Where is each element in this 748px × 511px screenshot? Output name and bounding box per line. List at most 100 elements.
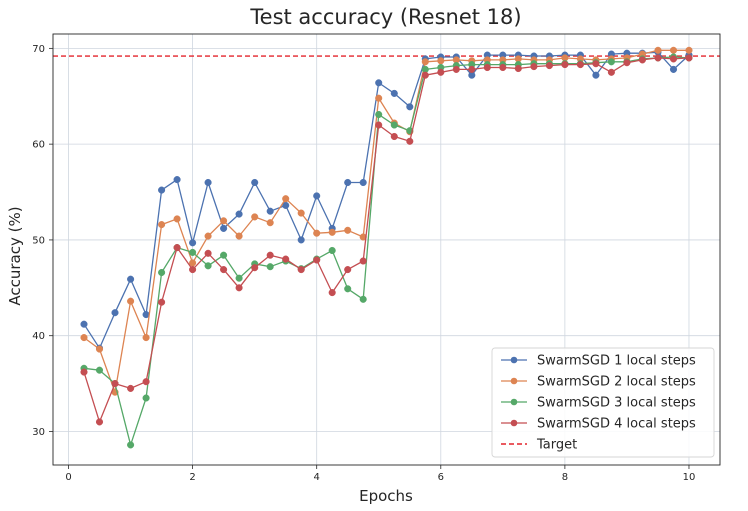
series-2-point: [173, 215, 181, 223]
series-1-point: [204, 178, 212, 187]
legend-label: SwarmSGD 3 local steps: [537, 396, 696, 411]
series-2-line: [83, 49, 689, 393]
series-1-point: [313, 192, 321, 200]
series-2-point: [685, 46, 693, 54]
series-3-point: [328, 246, 336, 255]
series-3-point: [266, 263, 274, 271]
plot-frame: [52, 33, 721, 466]
series-3-point: [375, 110, 383, 119]
series-4-point: [468, 65, 476, 73]
series-3-point: [390, 121, 398, 129]
series-2-point: [344, 226, 352, 234]
tick-layer: 0 2 4 6 8 10 30 40 50 60 70: [32, 44, 695, 483]
series-4-point: [545, 62, 553, 70]
series-4-point: [251, 264, 259, 272]
series-1-point: [80, 320, 88, 328]
series-4: [80, 54, 693, 426]
series-1-point: [297, 236, 305, 244]
x-axis-label: Epochs: [359, 487, 413, 505]
series-4-point: [390, 132, 398, 141]
series-4-point: [406, 137, 414, 145]
series-4-point: [375, 121, 383, 129]
series-2-point: [375, 94, 383, 102]
series-4-point: [111, 380, 119, 388]
series-3-point: [95, 366, 104, 374]
series-4-point: [499, 63, 507, 72]
series-1-line: [83, 51, 690, 349]
series-1-point: [669, 65, 678, 73]
series-4-point: [592, 60, 600, 68]
series-2-point: [80, 334, 88, 342]
legend-swatch-marker: [510, 419, 518, 427]
series-1-point: [359, 178, 367, 187]
chart-title: Test accuracy (Resnet 18): [249, 5, 521, 29]
series-4-point: [421, 71, 429, 79]
series-1-point: [189, 239, 197, 247]
series-2-point: [313, 229, 321, 237]
y-tick-label: 60: [32, 140, 45, 151]
series-4-point: [95, 418, 104, 426]
series-3-point: [359, 295, 367, 303]
series-3-point: [158, 268, 166, 277]
series-4-point: [359, 257, 367, 265]
x-tick-label: 10: [683, 472, 696, 483]
series-1: [80, 48, 693, 352]
legend-label: SwarmSGD 4 local steps: [537, 417, 696, 432]
series-2-point: [654, 46, 662, 54]
series-4-point: [297, 266, 305, 274]
x-tick-label: 8: [562, 472, 568, 483]
series-1-point: [390, 89, 398, 97]
series-2-point: [127, 297, 135, 305]
series-4-point: [127, 384, 135, 392]
series-3-point: [204, 262, 212, 270]
y-tick-label: 40: [32, 331, 45, 342]
series-4-point: [235, 284, 243, 292]
x-tick-label: 2: [189, 472, 195, 483]
series-1-point: [251, 178, 259, 187]
legend-swatch-marker: [510, 377, 518, 385]
series-4-point: [266, 251, 274, 259]
series-2-point: [95, 345, 104, 353]
series-4-point: [204, 249, 212, 257]
legend-swatch-marker: [510, 356, 518, 364]
series-2-point: [235, 232, 243, 240]
series-4-point: [437, 68, 445, 76]
series-2-point: [266, 219, 274, 227]
series-4-point: [669, 55, 678, 63]
legend-entry: SwarmSGD 2 local steps: [501, 375, 696, 390]
series-3-point: [344, 285, 352, 293]
series-2-point: [421, 58, 429, 66]
series-3-point: [220, 251, 228, 259]
series-4-point: [282, 255, 290, 263]
series-4-point: [561, 61, 569, 69]
series-4-point: [576, 61, 584, 69]
series-1-point: [266, 207, 274, 215]
series-4-point: [483, 63, 491, 72]
series-4-point: [313, 256, 321, 264]
series-4-point: [685, 54, 693, 62]
series-2-point: [158, 221, 166, 229]
series-4-point: [142, 378, 150, 386]
series-4-point: [452, 65, 460, 73]
series-3-line: [83, 56, 690, 446]
legend-box: [491, 347, 715, 458]
y-tick-label: 30: [32, 427, 45, 438]
series-1-point: [406, 103, 414, 111]
series-4-point: [80, 368, 88, 376]
series-1-point: [158, 186, 166, 194]
series-1-point: [111, 309, 119, 317]
series-4-point: [514, 64, 522, 73]
series-3-point: [235, 274, 243, 282]
series-1-point: [592, 71, 600, 79]
x-tick-label: 0: [65, 472, 71, 483]
series-1-point: [375, 79, 383, 87]
series-2-point: [142, 334, 150, 342]
series-4-point: [328, 289, 336, 297]
series-4-point: [530, 63, 538, 71]
series-4-point: [173, 244, 181, 252]
series-4-point: [189, 266, 197, 274]
series-3-point: [607, 58, 615, 66]
y-tick-label: 50: [32, 235, 45, 246]
series-1-point: [127, 275, 135, 283]
legend-label: SwarmSGD 2 local steps: [537, 375, 696, 390]
